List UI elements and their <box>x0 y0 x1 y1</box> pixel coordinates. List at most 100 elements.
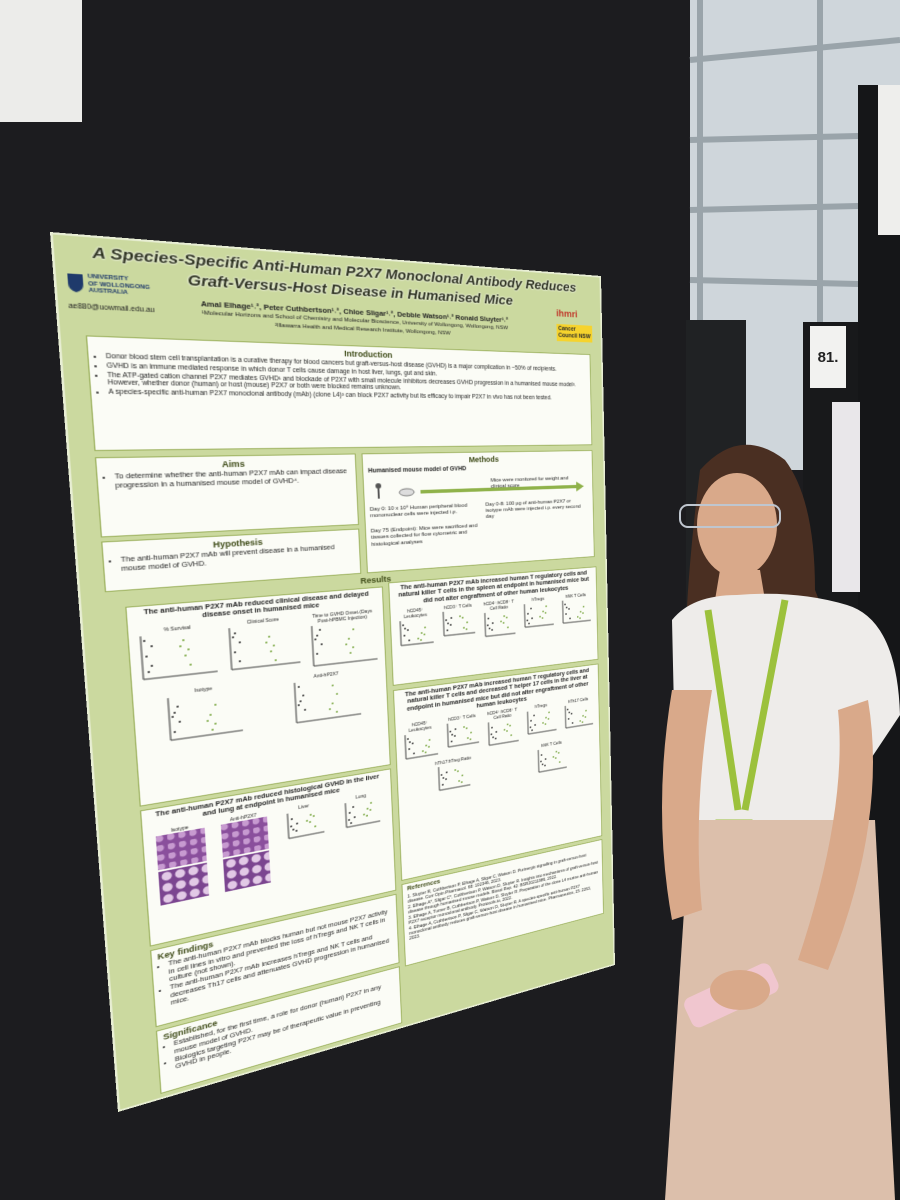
chart-dot <box>459 615 461 617</box>
chart-dot <box>462 617 464 619</box>
chart-dot <box>173 711 175 713</box>
chart-dot <box>495 731 497 733</box>
chart-dot <box>491 733 493 735</box>
mini-chart: Liver <box>282 800 329 880</box>
chart-dot <box>352 646 354 648</box>
chart-dot <box>457 770 459 772</box>
chart-dot <box>582 612 584 614</box>
chart-dot <box>365 815 367 817</box>
chart-dot <box>298 704 300 706</box>
chart-grid: % Survival Clinical Score Time to GVHD Ons… <box>134 608 383 749</box>
chart-dot <box>353 816 355 818</box>
chart-dot <box>316 634 318 636</box>
chart-dot <box>545 758 547 760</box>
chart-dot <box>309 814 311 816</box>
chart-dot <box>487 625 489 627</box>
chart-dot <box>417 638 419 640</box>
mini-chart: hCD3⁺ T Cells <box>443 713 482 757</box>
mini-chart: hTh17:hTreg Ratio <box>434 755 473 795</box>
chart-sketch <box>563 701 594 731</box>
chart-dot <box>545 723 547 725</box>
chart-dot <box>461 781 463 783</box>
chart-sketch <box>308 619 378 669</box>
chart-dot <box>345 643 347 645</box>
axis <box>565 702 593 728</box>
chart-dot <box>559 761 561 763</box>
chart-dot <box>582 721 584 723</box>
axis <box>447 719 479 747</box>
chart-dot <box>171 716 173 718</box>
chart-dot <box>270 650 272 652</box>
chart-dot <box>566 607 568 609</box>
chart-dot <box>491 726 493 728</box>
chart-dot <box>447 630 449 632</box>
chart-dot <box>370 802 372 804</box>
mini-chart: hCD3⁺ T Cells <box>439 603 479 646</box>
chart-dot <box>211 728 213 730</box>
chart-dot <box>363 813 365 815</box>
chart-dot <box>579 617 581 619</box>
chart-dot <box>527 613 529 615</box>
chart-dot <box>470 738 472 740</box>
chart-dot <box>309 821 311 823</box>
chart-dot <box>320 643 322 645</box>
chart-dot <box>545 612 547 614</box>
chart-dot <box>530 726 532 728</box>
mini-chart: hTregs <box>520 596 556 637</box>
chart-dot <box>180 645 182 647</box>
chart-dot <box>545 606 547 608</box>
chart-dot <box>408 748 410 750</box>
chart-dot <box>239 660 241 662</box>
chart-sketch <box>164 688 244 743</box>
method-step: Day 0-8: 100 µg of anti-human P2X7 or is… <box>485 498 587 521</box>
chart-dot <box>206 720 208 722</box>
chart-dot <box>564 604 566 606</box>
chart-dot <box>545 716 547 718</box>
chart-dot <box>585 716 587 718</box>
chart-dot <box>424 627 426 629</box>
chart-sketch <box>560 597 591 626</box>
axis <box>443 609 475 636</box>
mini-chart: Isotype <box>155 822 209 907</box>
chart-dot <box>290 818 292 820</box>
chart-dot <box>507 627 509 629</box>
chart-dot <box>492 736 494 738</box>
chart-dot <box>506 617 508 619</box>
paper-sheet <box>0 0 82 122</box>
result-panel: The anti-human P2X7 mAb reduced clinical… <box>125 586 390 806</box>
aim-text: To determine whether the anti-human P2X7… <box>114 469 351 491</box>
chart-dot <box>298 686 300 688</box>
axis <box>311 620 377 666</box>
chart-dot <box>352 628 354 630</box>
chart-dot <box>568 608 570 610</box>
chart-dot <box>585 709 587 711</box>
chart-dot <box>295 830 297 832</box>
chart-dot <box>446 771 448 773</box>
chart-dot <box>352 806 354 808</box>
chart-dot <box>151 664 153 666</box>
chart-dot <box>466 628 468 630</box>
chart-dot <box>467 737 469 739</box>
university-name: UNIVERSITY OF WOLLONGONG AUSTRALIA <box>87 274 150 299</box>
chart-sketch <box>436 760 471 793</box>
chart-dot <box>534 724 536 726</box>
chart-dot <box>183 639 185 641</box>
chart-sketch <box>226 621 302 673</box>
chart-dot <box>176 705 178 707</box>
mini-chart: Isotype <box>164 683 244 746</box>
axis <box>294 675 361 723</box>
axis <box>229 622 300 670</box>
mini-chart: Clinical Score <box>226 615 302 680</box>
chart-dot <box>302 694 304 696</box>
far-sign <box>878 85 900 235</box>
chart-dot <box>332 684 334 686</box>
chart-dot <box>151 645 153 647</box>
chart-dot <box>491 629 493 631</box>
chart-dot <box>350 822 352 824</box>
chart-dot <box>510 734 512 736</box>
partner-logo: Cancer Council NSW <box>556 324 592 342</box>
axis <box>141 629 218 679</box>
chart-dot <box>214 703 216 705</box>
mini-chart: hTh17 Cells <box>561 696 595 737</box>
